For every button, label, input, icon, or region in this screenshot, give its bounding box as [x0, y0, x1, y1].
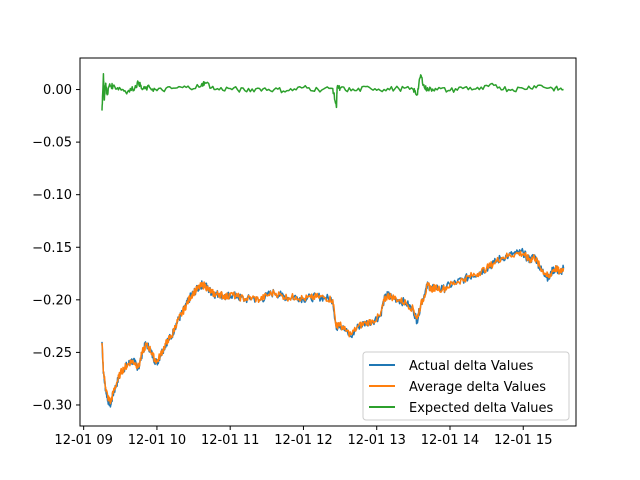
y-tick-label: −0.30 [32, 398, 72, 413]
plot-lines [101, 73, 565, 408]
legend-label: Expected delta Values [409, 401, 554, 416]
legend-box [362, 351, 570, 421]
y-tick-label: −0.05 [32, 136, 72, 151]
y-tick-label: −0.10 [32, 188, 72, 203]
y-tick-label: −0.25 [32, 346, 72, 361]
series-line-expected-delta-values [101, 73, 564, 111]
y-tick-label: 0.00 [43, 83, 72, 98]
x-tick-label: 12-01 15 [494, 433, 552, 448]
legend-label: Average delta Values [409, 380, 546, 395]
x-tick-label: 12-01 13 [347, 433, 405, 448]
x-tick-label: 12-01 09 [54, 433, 112, 448]
legend-label: Actual delta Values [409, 359, 534, 374]
x-tick-label: 12-01 10 [128, 433, 186, 448]
series-line-average-delta-values [101, 250, 565, 405]
y-axis: 0.00 −0.05 −0.10 −0.15 −0.20 −0.25 −0.30 [32, 83, 80, 413]
plot-frame [79, 57, 577, 427]
x-tick-label: 12-01 12 [274, 433, 332, 448]
x-axis: 12-01 09 12-01 10 12-01 11 12-01 12 12-01 13… [54, 426, 552, 448]
x-tick-label: 12-01 14 [421, 433, 479, 448]
y-tick-label: −0.15 [32, 241, 72, 256]
x-tick-label: 12-01 11 [201, 433, 259, 448]
legend: Actual delta Values Average delta Values E… [362, 351, 570, 421]
y-tick-label: −0.20 [32, 293, 72, 308]
